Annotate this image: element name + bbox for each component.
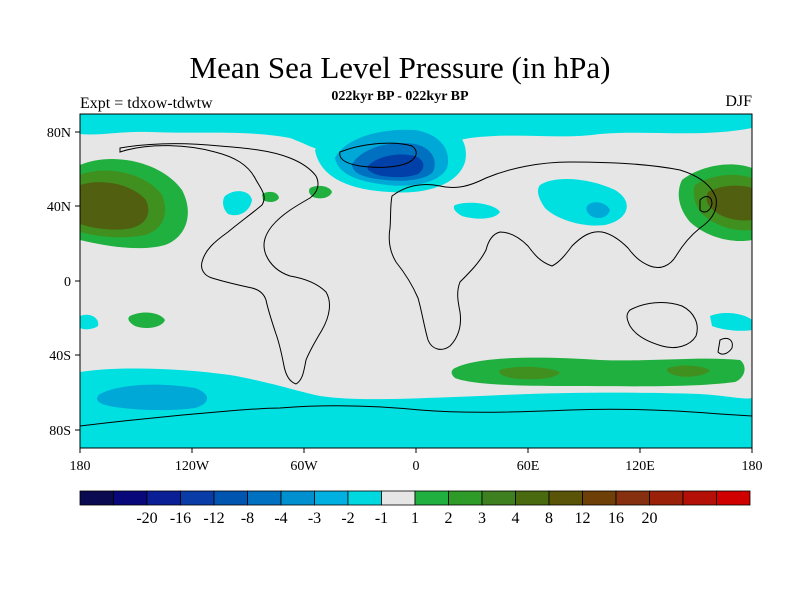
legend-label: -8 <box>241 510 254 527</box>
legend-label: 8 <box>545 510 553 527</box>
legend-swatch <box>280 490 315 506</box>
lon-tick-label: 120W <box>175 459 210 474</box>
legend-swatch <box>146 490 181 506</box>
lon-tick-label: 60W <box>290 459 318 474</box>
legend-swatch <box>247 490 282 506</box>
legend-label: 20 <box>642 510 658 527</box>
legend-swatch <box>79 490 114 506</box>
lon-tick-label: 180 <box>742 459 763 474</box>
legend-label: -4 <box>274 510 287 527</box>
legend-label: -2 <box>341 510 354 527</box>
contour-low-south <box>80 313 752 448</box>
map-plot-area <box>80 114 752 448</box>
legend-label: 12 <box>575 510 591 527</box>
legend-swatch <box>180 490 215 506</box>
lat-tick-label: 0 <box>64 275 71 290</box>
map-subtitle: 022kyr BP - 022kyr BP <box>331 89 469 104</box>
legend-label: 1 <box>411 510 419 527</box>
lat-tick-label: 40S <box>49 349 71 364</box>
longitude-axis: 180 120W 60W 0 60E 120E 180 <box>70 448 763 474</box>
legend-swatch <box>615 490 650 506</box>
lon-tick-label: 180 <box>70 459 91 474</box>
latitude-axis: 80N 40N 0 40S 80S <box>47 126 80 439</box>
legend-label: -3 <box>308 510 321 527</box>
legend-swatch <box>414 490 449 506</box>
map-title: Mean Sea Level Pressure (in hPa) <box>189 50 611 85</box>
legend-label: -20 <box>136 510 157 527</box>
legend-swatch <box>481 490 516 506</box>
legend-swatch <box>381 490 416 506</box>
lat-tick-label: 80N <box>47 126 71 141</box>
legend-swatch <box>347 490 382 506</box>
legend-swatch <box>314 490 349 506</box>
season-label: DJF <box>725 93 752 110</box>
legend-label: -1 <box>375 510 388 527</box>
legend-swatch <box>548 490 583 506</box>
lon-tick-label: 0 <box>413 459 420 474</box>
legend-label: 3 <box>478 510 486 527</box>
legend-label: -16 <box>170 510 191 527</box>
legend-swatch <box>716 490 751 506</box>
lon-tick-label: 120E <box>625 459 655 474</box>
contour-low-north <box>80 114 752 226</box>
legend-label: 16 <box>608 510 624 527</box>
legend-swatch <box>213 490 248 506</box>
contour-high <box>80 158 752 387</box>
experiment-label: Expt = tdxow-tdwtw <box>80 95 213 112</box>
coastlines <box>80 142 752 448</box>
legend-swatch <box>113 490 148 506</box>
legend-label: 4 <box>512 510 520 527</box>
lat-tick-label: 40N <box>47 200 71 215</box>
color-legend: -20 -16 -12 -8 -4 -3 -2 -1 1 2 3 4 8 12 16 20 <box>79 490 751 527</box>
legend-swatch <box>515 490 550 506</box>
legend-label: -12 <box>203 510 224 527</box>
legend-swatch <box>682 490 717 506</box>
legend-label: 2 <box>445 510 453 527</box>
legend-swatch <box>649 490 684 506</box>
legend-swatch <box>448 490 483 506</box>
lat-tick-label: 80S <box>49 424 71 439</box>
legend-swatch <box>582 490 617 506</box>
lon-tick-label: 60E <box>517 459 540 474</box>
